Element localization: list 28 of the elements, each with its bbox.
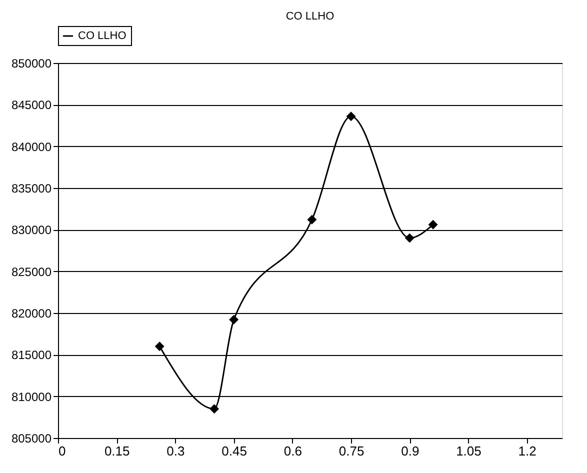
y-tick-label: 845000 xyxy=(11,98,52,112)
y-tick-label: 805000 xyxy=(11,432,52,446)
point xyxy=(404,233,414,243)
point xyxy=(428,220,438,230)
x-tick-label: 0.6 xyxy=(284,444,302,458)
y-tick-label: 830000 xyxy=(11,223,52,238)
y-tick-label: 840000 xyxy=(11,140,52,154)
x-tick-label: 1.05 xyxy=(456,444,482,458)
chart-title: CO LLHO xyxy=(286,10,335,22)
y-tick-label: 810000 xyxy=(11,390,52,404)
point xyxy=(346,112,356,122)
x-tick-label: 0.9 xyxy=(401,444,420,458)
x-tick-label: 0.15 xyxy=(104,444,130,458)
legend-label: CO LLHO xyxy=(78,30,127,42)
x-tick-label: 0.3 xyxy=(166,444,185,458)
y-tick-label: 815000 xyxy=(11,348,52,362)
x-tick-label: 0 xyxy=(58,444,66,458)
x-tick-label: 0.45 xyxy=(222,444,247,458)
point xyxy=(154,342,164,352)
point xyxy=(307,214,317,224)
x-tick-label: 0.75 xyxy=(338,444,364,458)
y-tick-label: 835000 xyxy=(11,182,52,196)
point xyxy=(210,404,220,414)
y-tick-label: 820000 xyxy=(11,306,52,320)
x-tick-label: 1.2 xyxy=(518,444,536,458)
y-tick-label: 825000 xyxy=(11,264,52,279)
point xyxy=(229,314,239,324)
y-tick-label: 850000 xyxy=(11,56,52,70)
